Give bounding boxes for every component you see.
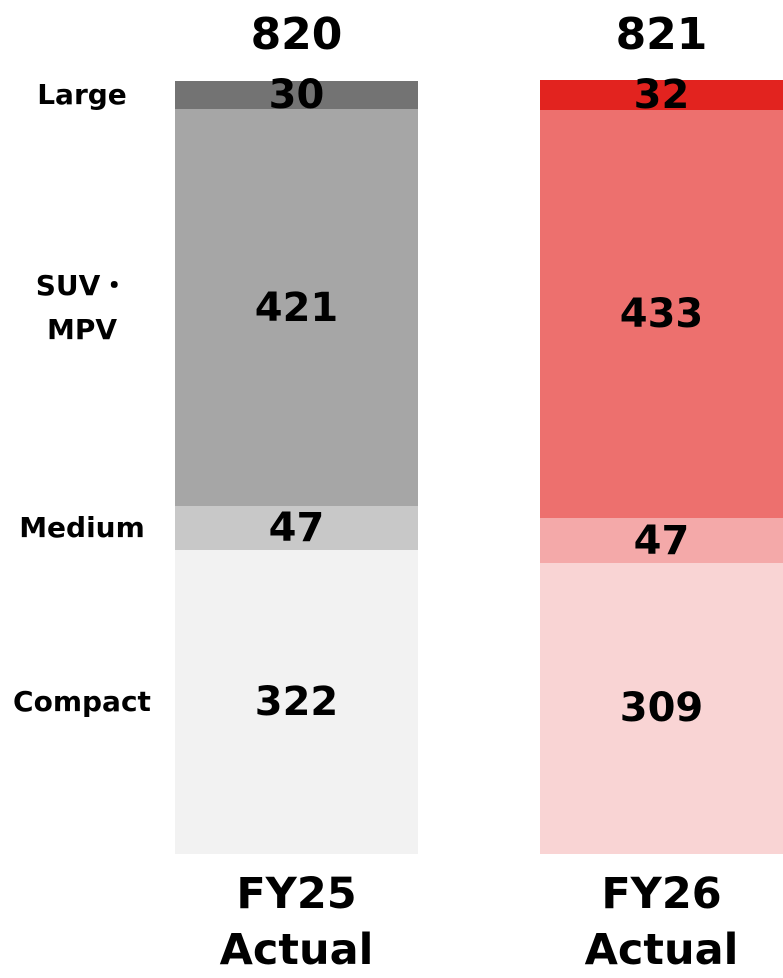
bar-segment (175, 550, 418, 854)
segment-label: 47 (633, 517, 690, 564)
series-label: Compact (13, 685, 151, 719)
segment-label: 47 (268, 505, 325, 552)
bar-segment (540, 80, 783, 111)
segment-label: 30 (268, 72, 325, 119)
bar-segment (175, 109, 418, 507)
category-label: FY26 Actual (584, 869, 739, 975)
series-label: Large (37, 78, 127, 112)
bar-segment (540, 518, 783, 563)
total-label: 820 (250, 9, 343, 60)
bar-segment (175, 80, 418, 110)
bar-segment (540, 110, 783, 519)
segment-label: 32 (633, 72, 690, 119)
series-label: Medium (19, 511, 145, 545)
total-label: 821 (615, 9, 708, 60)
segment-label: 421 (254, 284, 339, 331)
category-label: FY25 Actual (219, 869, 374, 975)
bar-segment (175, 506, 418, 551)
segment-label: 433 (619, 291, 704, 338)
series-label: SUV・MPV (35, 268, 129, 346)
segment-label: 309 (619, 685, 704, 732)
bar-segment (540, 562, 783, 854)
segment-label: 322 (254, 679, 339, 726)
